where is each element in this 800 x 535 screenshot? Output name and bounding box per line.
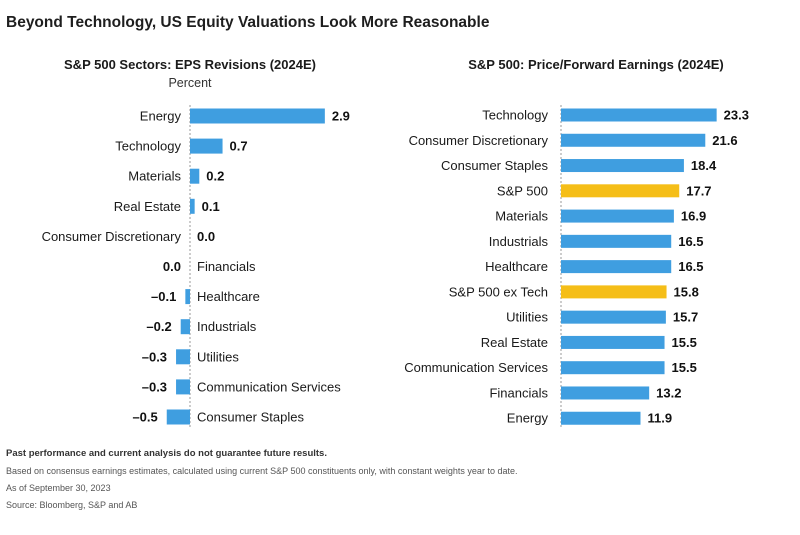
eps-value-label: –0.3 (142, 379, 167, 394)
pe-category-label: Financials (489, 385, 548, 400)
pe-value-label: 17.7 (686, 183, 711, 198)
eps-bar-healthcare (185, 289, 190, 305)
source-note: Source: Bloomberg, S&P and AB (6, 500, 138, 510)
pe-category-label: Utilities (506, 310, 548, 325)
eps-category-label: Energy (140, 109, 182, 124)
pe-bar-materials (561, 209, 674, 223)
pe-bar-utilities (561, 310, 666, 324)
pe-category-label: Consumer Discretionary (409, 133, 549, 148)
pe-value-label: 21.6 (712, 133, 737, 148)
eps-category-label: Healthcare (197, 289, 260, 304)
eps-value-label: –0.1 (151, 289, 176, 304)
pe-bar-consumer-discretionary (561, 133, 706, 147)
pe-category-label: S&P 500 ex Tech (449, 284, 548, 299)
eps-value-label: –0.3 (142, 349, 167, 364)
pe-bar-healthcare (561, 260, 672, 274)
pe-category-label: Communication Services (404, 360, 548, 375)
pe-category-label: Real Estate (481, 335, 548, 350)
pe-chart-title: S&P 500: Price/Forward Earnings (2024E) (468, 57, 724, 72)
pe-category-label: Energy (507, 411, 549, 426)
eps-category-label: Materials (128, 169, 181, 184)
pe-bar-technology (561, 108, 717, 122)
eps-category-label: Consumer Staples (197, 410, 304, 425)
eps-revisions-chart: S&P 500 Sectors: EPS Revisions (2024E) Pe… (42, 57, 350, 428)
eps-value-label: 0.1 (202, 199, 220, 214)
pe-bar-sandp-500 (561, 184, 680, 198)
disclaimer-note: Past performance and current analysis do… (6, 448, 327, 459)
pe-value-label: 13.2 (656, 385, 681, 400)
pe-category-label: S&P 500 (497, 183, 548, 198)
page-title: Beyond Technology, US Equity Valuations … (6, 14, 490, 31)
pe-bar-energy (561, 411, 641, 425)
eps-bar-energy (190, 108, 325, 124)
eps-chart-title: S&P 500 Sectors: EPS Revisions (2024E) (64, 57, 316, 72)
pe-value-label: 11.9 (647, 411, 672, 426)
eps-bar-communication-services (176, 379, 190, 395)
pe-value-label: 15.5 (672, 360, 697, 375)
eps-value-label: 0.2 (206, 169, 224, 184)
eps-category-label: Technology (115, 139, 181, 154)
eps-value-label: 0.7 (230, 139, 248, 154)
as-of-note: As of September 30, 2023 (6, 483, 111, 493)
eps-value-label: –0.5 (132, 410, 157, 425)
eps-category-label: Financials (197, 259, 256, 274)
eps-category-label: Real Estate (114, 199, 181, 214)
price-forward-earnings-chart: S&P 500: Price/Forward Earnings (2024E) T… (404, 57, 749, 429)
pe-bar-real-estate (561, 335, 665, 349)
pe-value-label: 15.5 (672, 335, 697, 350)
pe-value-label: 16.5 (678, 234, 703, 249)
eps-category-label: Consumer Discretionary (42, 229, 182, 244)
eps-bar-technology (190, 138, 223, 154)
eps-category-label: Communication Services (197, 379, 341, 394)
pe-category-label: Healthcare (485, 259, 548, 274)
eps-value-label: 0.0 (163, 259, 181, 274)
pe-category-label: Industrials (489, 234, 549, 249)
eps-bar-industrials (180, 319, 190, 335)
pe-bar-sandp-500-ex-tech (561, 285, 667, 299)
eps-bar-consumer-staples (166, 409, 190, 425)
eps-bar-real-estate (190, 198, 195, 214)
pe-value-label: 16.9 (681, 209, 706, 224)
pe-bar-industrials (561, 234, 672, 248)
pe-category-label: Materials (495, 209, 548, 224)
eps-bar-materials (190, 168, 200, 184)
pe-value-label: 15.7 (673, 310, 698, 325)
pe-value-label: 23.3 (724, 108, 749, 123)
eps-category-label: Industrials (197, 319, 257, 334)
basis-note: Based on consensus earnings estimates, c… (6, 466, 518, 476)
pe-category-label: Technology (482, 108, 548, 123)
pe-bar-consumer-staples (561, 159, 684, 173)
eps-value-label: 0.0 (197, 229, 215, 244)
eps-bar-utilities (176, 349, 190, 365)
pe-bar-financials (561, 386, 650, 400)
pe-value-label: 18.4 (691, 158, 717, 173)
eps-value-label: –0.2 (146, 319, 171, 334)
pe-category-label: Consumer Staples (441, 158, 548, 173)
eps-value-label: 2.9 (332, 109, 350, 124)
eps-chart-subtitle: Percent (168, 76, 212, 90)
eps-category-label: Utilities (197, 349, 239, 364)
pe-bar-communication-services (561, 361, 665, 375)
pe-value-label: 15.8 (674, 284, 699, 299)
pe-value-label: 16.5 (678, 259, 703, 274)
